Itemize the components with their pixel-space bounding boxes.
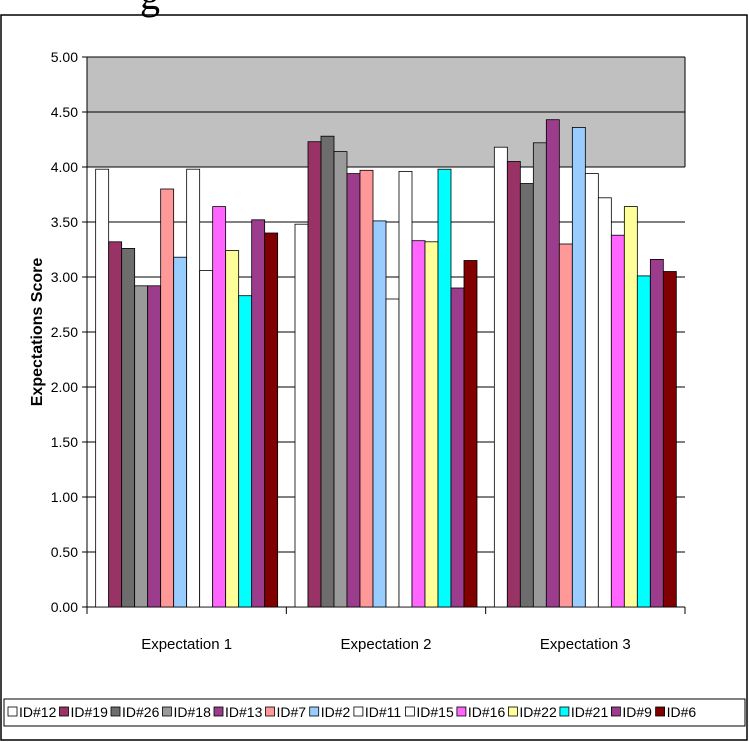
bar xyxy=(372,220,387,608)
bar xyxy=(571,127,586,608)
legend-label: ID#13 xyxy=(225,704,263,720)
bar xyxy=(493,146,508,608)
bar xyxy=(134,285,149,608)
legend-label: ID#11 xyxy=(365,704,402,720)
legend-label: ID#2 xyxy=(321,704,351,720)
legend-swatch xyxy=(507,706,518,717)
bar xyxy=(333,151,348,608)
legend-swatch xyxy=(353,706,364,717)
legend-label: ID#16 xyxy=(468,704,506,720)
y-tick-label: 4.00 xyxy=(51,159,78,175)
legend-label: ID#15 xyxy=(416,704,454,720)
bar xyxy=(411,240,426,608)
legend-swatch xyxy=(456,706,467,717)
bar xyxy=(359,169,374,608)
y-tick-label: 2.00 xyxy=(51,379,78,395)
legend-swatch xyxy=(265,706,275,717)
legend-label: ID#22 xyxy=(519,704,557,720)
y-tick-label: 1.00 xyxy=(51,489,78,505)
bar xyxy=(147,285,162,608)
y-tick-label: 4.50 xyxy=(51,104,78,120)
bar xyxy=(519,183,534,608)
bar xyxy=(636,275,651,608)
legend-swatch xyxy=(611,706,621,717)
bar xyxy=(450,287,465,608)
legend-label: ID#21 xyxy=(571,704,609,720)
bar xyxy=(212,206,227,608)
bar xyxy=(251,219,266,608)
legend-label: ID#12 xyxy=(19,704,57,720)
legend-swatch xyxy=(655,706,665,717)
bar xyxy=(238,295,253,608)
bar xyxy=(294,223,309,608)
bar xyxy=(225,250,240,608)
legend-swatch xyxy=(559,706,570,717)
legend-swatch xyxy=(7,706,18,717)
bar xyxy=(320,135,335,608)
bar xyxy=(463,260,478,608)
legend-label: ID#9 xyxy=(622,704,652,720)
bar xyxy=(346,173,361,608)
x-category-label: Expectation 2 xyxy=(341,636,432,653)
legend-swatch xyxy=(404,706,415,717)
legend-swatch xyxy=(162,706,172,717)
y-tick-label: 5.00 xyxy=(51,49,78,65)
y-tick-label: 2.50 xyxy=(51,324,78,340)
chart-border xyxy=(0,14,748,741)
bar xyxy=(307,141,322,608)
bar xyxy=(160,188,175,608)
bar xyxy=(385,298,400,608)
bar xyxy=(649,258,664,608)
bar xyxy=(95,168,110,608)
bar xyxy=(424,241,439,608)
legend-label: ID#6 xyxy=(667,704,697,720)
y-axis-label: Expectations Score xyxy=(29,258,46,407)
legend-label: ID#19 xyxy=(71,704,109,720)
y-tick-label: 3.50 xyxy=(51,214,78,230)
legend-label: ID#26 xyxy=(122,704,160,720)
bar xyxy=(610,234,625,608)
partial-title: g xyxy=(140,0,160,19)
y-tick-label: 3.00 xyxy=(51,269,78,285)
bar xyxy=(623,206,638,608)
bar xyxy=(186,168,201,608)
y-tick-label: 1.50 xyxy=(51,434,78,450)
bar xyxy=(121,247,136,608)
bar xyxy=(545,119,560,608)
legend-label: ID#7 xyxy=(277,704,307,720)
legend-swatch xyxy=(59,706,69,717)
bar xyxy=(398,170,413,608)
bar xyxy=(506,161,521,608)
bar xyxy=(558,243,573,608)
legend-swatch xyxy=(213,706,224,717)
x-category-label: Expectation 1 xyxy=(141,636,232,653)
bar xyxy=(597,197,612,608)
bar xyxy=(199,269,214,608)
legend-swatch xyxy=(309,706,320,717)
bar xyxy=(108,241,123,608)
x-category-label: Expectation 3 xyxy=(540,636,631,653)
bar xyxy=(437,168,452,608)
y-tick-label: 0.50 xyxy=(51,544,78,560)
legend-box xyxy=(3,698,746,727)
bar xyxy=(662,271,677,608)
bar xyxy=(264,232,279,608)
legend-swatch xyxy=(110,706,121,717)
bar xyxy=(532,142,547,608)
y-tick-label: 0.00 xyxy=(51,599,78,615)
bar xyxy=(584,173,599,608)
legend-label: ID#18 xyxy=(174,704,212,720)
bar xyxy=(173,256,188,608)
